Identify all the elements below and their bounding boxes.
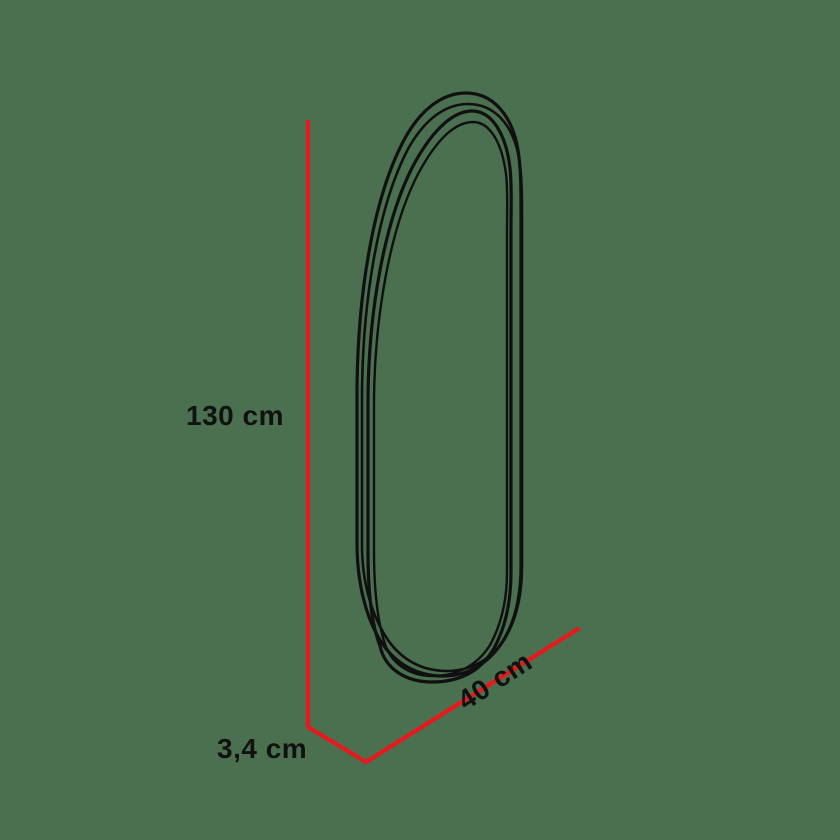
width-dimension-line [363,626,581,765]
mirror-front-outline [366,109,513,684]
thickness-dimension-line [305,724,369,765]
thickness-dimension-label: 3,4 cm [217,733,308,764]
mirror-inner-bevel [372,120,509,678]
mirror-back-outline [355,91,523,678]
mirror-object [355,91,524,684]
mirror-depth-contour [360,102,524,673]
height-dimension-label: 130 cm [186,400,284,431]
dimension-lines [305,119,581,765]
